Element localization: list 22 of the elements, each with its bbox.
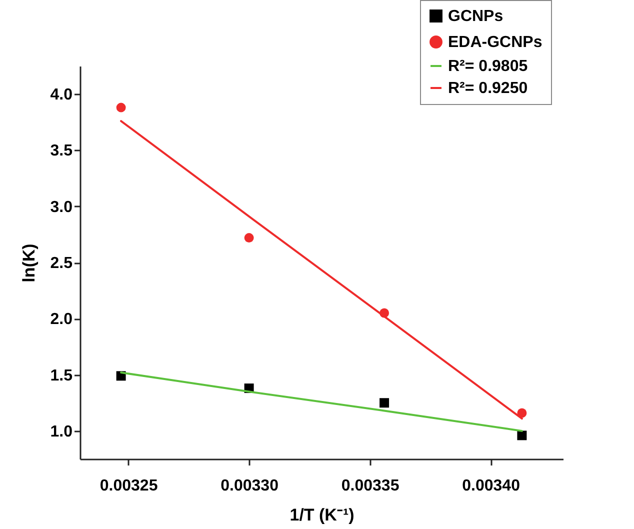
legend-label: R²= 0.9805 bbox=[448, 58, 528, 75]
y-tick-label: 3.5 bbox=[50, 142, 73, 160]
point bbox=[517, 408, 527, 418]
x-tick-label: 0.00335 bbox=[341, 478, 400, 494]
y-tick-label: 2.0 bbox=[50, 311, 73, 328]
legend-label: R²= 0.9250 bbox=[448, 80, 528, 97]
point bbox=[244, 233, 254, 243]
point bbox=[517, 430, 527, 440]
point bbox=[116, 102, 126, 112]
x-tick-label: 0.00340 bbox=[462, 478, 520, 494]
y-tick-label: 2.5 bbox=[50, 255, 73, 272]
x-tick-label: 0.00330 bbox=[220, 478, 279, 494]
y-tick-label: 4.0 bbox=[50, 86, 73, 104]
x-tick-label: 0.00325 bbox=[100, 478, 158, 494]
y-axis-title: ln(K) bbox=[19, 244, 38, 282]
y-tick-label: 1.0 bbox=[50, 423, 73, 440]
y-tick-label: 3.0 bbox=[50, 198, 73, 216]
y-tick-label: 1.5 bbox=[50, 367, 73, 384]
legend-label: EDA-GCNPs bbox=[448, 34, 542, 51]
legend-label: GCNPs bbox=[448, 8, 504, 25]
x-axis-title: 1/T (K⁻¹) bbox=[290, 506, 354, 524]
point bbox=[380, 398, 390, 408]
